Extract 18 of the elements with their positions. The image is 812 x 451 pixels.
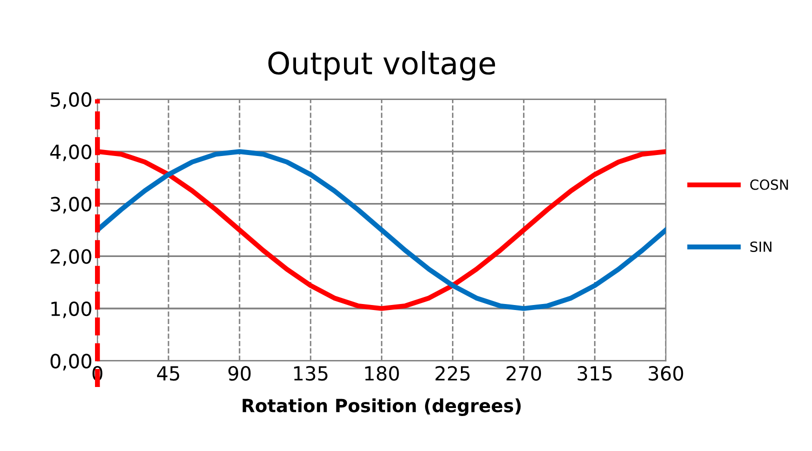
x-tick-label: 270 xyxy=(506,366,542,381)
y-tick-label: 2,00 xyxy=(50,249,92,266)
x-axis-title: Rotation Position (degrees) xyxy=(242,398,521,416)
x-tick-label: 135 xyxy=(294,366,328,381)
y-tick-label: 5,00 xyxy=(50,92,92,109)
legend-label: COSN xyxy=(750,179,788,190)
x-tick-label: 45 xyxy=(157,366,180,381)
chart-title: Output voltage xyxy=(268,51,496,81)
y-tick-label: 4,00 xyxy=(50,144,92,162)
y-tick-label: 3,00 xyxy=(50,196,92,214)
legend-label: SIN xyxy=(750,241,772,252)
x-tick-label: 90 xyxy=(228,366,251,381)
x-tick-label: 360 xyxy=(648,366,684,381)
x-tick-label: 180 xyxy=(365,366,399,381)
y-tick-label: 1,00 xyxy=(51,301,92,318)
x-tick-label: 315 xyxy=(578,366,612,381)
y-tick-label: 0,00 xyxy=(50,354,92,370)
x-tick-label: 225 xyxy=(436,366,470,381)
